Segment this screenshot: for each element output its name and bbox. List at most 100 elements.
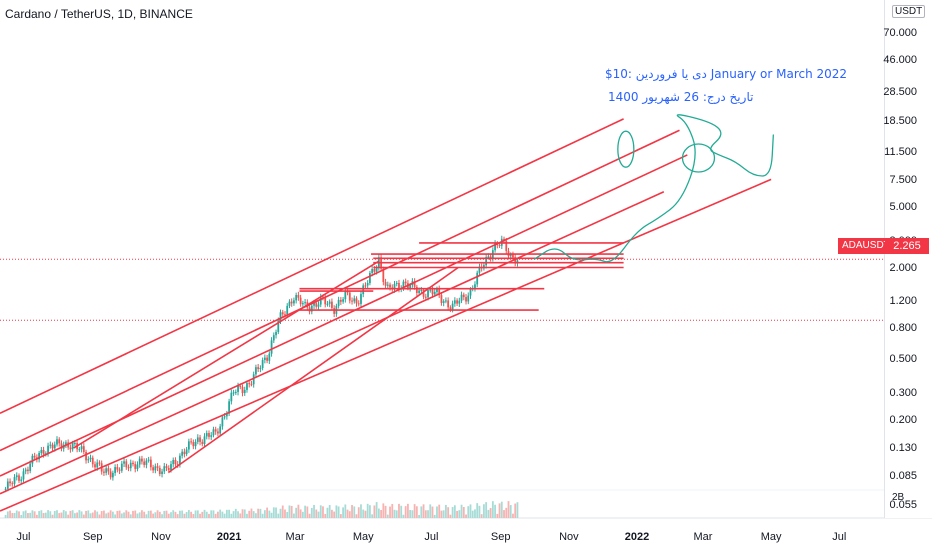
- candle: [453, 300, 456, 304]
- volume-bar: [335, 505, 338, 518]
- volume-bar: [427, 510, 429, 518]
- candle: [179, 455, 181, 465]
- volume-bar: [505, 507, 508, 518]
- candle: [429, 289, 432, 291]
- candle: [424, 296, 427, 298]
- volume-bar: [125, 510, 128, 518]
- candle: [163, 466, 166, 472]
- volume-bar: [127, 511, 130, 518]
- volume-bar: [369, 505, 371, 518]
- volume-bar: [462, 507, 465, 518]
- candle: [317, 304, 320, 307]
- volume-bar: [65, 511, 67, 518]
- candle: [322, 296, 324, 298]
- volume-bar: [223, 513, 226, 518]
- candle: [295, 294, 298, 301]
- volume-bar: [40, 510, 43, 518]
- volume-bar: [196, 510, 199, 518]
- candle: [246, 383, 248, 390]
- projection-ellipse[interactable]: [681, 143, 716, 173]
- volume-bar: [449, 514, 452, 518]
- volume-bar: [308, 513, 311, 518]
- volume-bar: [167, 513, 170, 518]
- volume-bar: [272, 507, 275, 518]
- volume-bar: [252, 511, 255, 518]
- candle: [324, 297, 327, 305]
- volume-bar: [53, 510, 56, 518]
- volume-bar: [87, 510, 90, 518]
- trendline[interactable]: [0, 118, 624, 414]
- volume-bar: [163, 510, 166, 518]
- volume-bar: [281, 505, 284, 518]
- volume-bar: [288, 505, 291, 518]
- candle: [136, 464, 139, 469]
- projection-path[interactable]: [533, 114, 775, 263]
- candle: [170, 464, 172, 471]
- currency-unit-badge[interactable]: USDT: [892, 5, 926, 18]
- volume-bar: [337, 506, 340, 518]
- annotation-date[interactable]: تاریخ درج: 26 شهریور 1400: [608, 90, 754, 104]
- volume-bar: [489, 508, 492, 518]
- volume-bar: [138, 512, 141, 518]
- candle: [165, 466, 168, 468]
- trendline[interactable]: [0, 191, 665, 495]
- candle: [181, 451, 184, 456]
- trendline[interactable]: [168, 266, 459, 473]
- candle: [268, 353, 271, 361]
- volume-bar: [192, 513, 195, 518]
- trendline[interactable]: [0, 178, 772, 512]
- price-tick-label: 28.500: [883, 86, 917, 99]
- candle: [263, 357, 266, 360]
- time-tick-label: May: [352, 531, 374, 543]
- volume-bar: [315, 509, 318, 518]
- volume-bar: [232, 511, 235, 518]
- candle: [103, 471, 105, 473]
- volume-bar: [116, 510, 119, 518]
- volume-bar: [255, 513, 257, 518]
- price-tick-label: 0.055: [889, 498, 917, 511]
- candle: [467, 295, 470, 302]
- volume-bar: [230, 513, 233, 518]
- candle: [353, 298, 356, 302]
- annotation-target[interactable]: $10: دی یا فروردین January or March 2022: [605, 67, 848, 81]
- volume-bar: [415, 506, 418, 518]
- candle: [225, 413, 228, 417]
- volume-bar: [85, 510, 87, 518]
- candle: [223, 416, 226, 418]
- volume-bar: [257, 508, 260, 518]
- candle: [205, 433, 208, 437]
- volume-bar: [382, 503, 385, 518]
- candle: [395, 282, 398, 284]
- candle: [315, 302, 318, 307]
- candle: [85, 451, 87, 461]
- candle: [469, 289, 472, 296]
- candle: [9, 481, 11, 484]
- volume-bar: [362, 509, 365, 518]
- price-tick-label: 70.000: [883, 26, 917, 39]
- volume-bar: [422, 504, 425, 518]
- volume-bar: [56, 510, 58, 518]
- candle: [498, 244, 501, 246]
- candle: [123, 461, 125, 464]
- trendline[interactable]: [73, 260, 380, 449]
- price-axis[interactable]: 70.000 46.000 28.500 18.500 11.500 7.500 5.000…: [883, 0, 932, 518]
- candle: [277, 320, 280, 333]
- candle: [494, 243, 496, 251]
- volume-bar: [328, 505, 331, 518]
- candle: [51, 444, 54, 449]
- volume-bar: [270, 512, 273, 518]
- trendline[interactable]: [0, 154, 688, 477]
- volume-bar: [120, 513, 123, 518]
- projection-ellipse[interactable]: [617, 130, 635, 168]
- candle: [111, 472, 114, 478]
- volume-bar: [313, 504, 315, 518]
- volume-bar: [331, 509, 333, 518]
- candle: [89, 457, 92, 460]
- candle: [118, 469, 121, 471]
- volume-bar: [456, 510, 458, 518]
- candle: [331, 301, 333, 309]
- candle: [167, 467, 170, 471]
- candle: [27, 469, 29, 472]
